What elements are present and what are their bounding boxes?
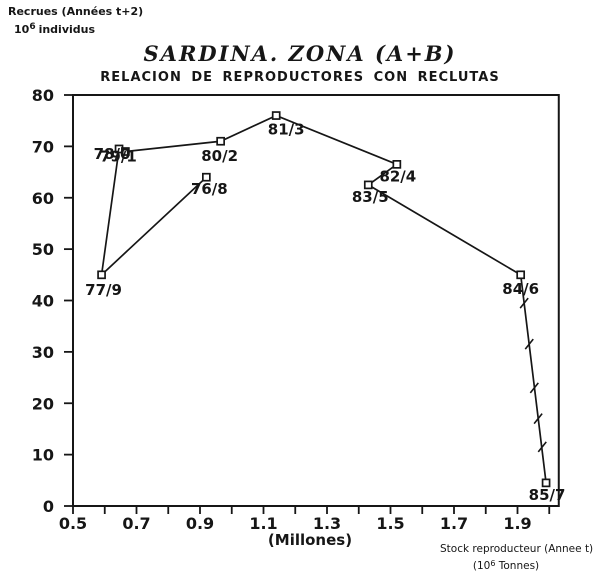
x-tick-label: 1.1 [249, 514, 277, 533]
x-tick-label: 1.7 [440, 514, 468, 533]
x-tick-label: 0.9 [186, 514, 214, 533]
x-axis-caption: Stock reproducteur (Annee t) (106 Tonnes… [440, 543, 598, 573]
point-marker [202, 172, 211, 182]
point-label: 78/0 [94, 145, 131, 163]
point-label: 80/2 [201, 147, 238, 165]
y-unit-name: individus [38, 22, 96, 36]
y-axis-caption-line2: 106 individus [14, 22, 143, 37]
point-label: 85/7 [529, 486, 566, 504]
y-tick-label: 0 [43, 497, 54, 516]
x-tick-label: 0.5 [59, 514, 87, 533]
direction-mark [537, 441, 547, 453]
point-label: 82/4 [379, 167, 416, 185]
y-axis-caption: Recrues (Années t+2) 106 individus [8, 5, 144, 37]
point-marker [516, 270, 526, 280]
series-line [100, 114, 547, 483]
point-label: 81/3 [268, 121, 305, 139]
y-unit-base: 10 [14, 22, 30, 36]
point-label: 77/9 [85, 281, 122, 299]
x-axis-caption-line1: Stock reproducteur (Annee t) [440, 543, 594, 555]
point-label: 79/1 [100, 148, 137, 166]
y-tick-label: 60 [32, 189, 54, 208]
y-tick-label: 50 [32, 240, 54, 259]
x-tick-label: 1.5 [376, 514, 404, 533]
chart-title: SARDINA. ZONA (A+B) [143, 41, 457, 66]
direction-mark [529, 382, 539, 394]
point-marker [121, 147, 130, 156]
y-axis-caption-line1: Recrues (Années t+2) [8, 5, 144, 18]
point-label: 84/6 [502, 280, 539, 298]
point-marker [541, 478, 551, 488]
x-unit-exponent: 6 [490, 558, 496, 568]
direction-mark [524, 338, 534, 350]
x-unit-base: (10 [472, 559, 491, 572]
point-marker [271, 111, 281, 120]
y-tick-label: 10 [32, 446, 54, 465]
point-label: 83/5 [352, 188, 389, 206]
x-tick-label: 0.7 [122, 514, 150, 533]
x-tick-label: 1.3 [313, 514, 341, 533]
y-unit-exponent: 6 [29, 21, 36, 32]
y-tick-label: 30 [32, 343, 54, 362]
x-unit-label: (Millones) [267, 531, 353, 549]
x-axis-caption-line2: (106 Tonnes) [440, 558, 598, 573]
x-tick-label: 1.9 [503, 514, 531, 533]
direction-mark [533, 413, 543, 425]
y-tick-label: 70 [32, 137, 54, 156]
direction-mark [519, 297, 529, 309]
y-tick-label: 40 [32, 292, 54, 311]
plot-border [72, 94, 560, 507]
point-marker [392, 160, 402, 169]
y-tick-label: 20 [32, 394, 54, 413]
point-marker [97, 270, 106, 280]
x-unit-name: Tonnes) [495, 559, 540, 572]
point-marker [363, 180, 373, 190]
chart-subtitle: RELACION DE REPRODUCTORES CON RECLUTAS [100, 70, 500, 85]
point-label: 76/8 [191, 180, 228, 198]
y-tick-label: 80 [32, 86, 54, 105]
point-marker [216, 136, 225, 146]
